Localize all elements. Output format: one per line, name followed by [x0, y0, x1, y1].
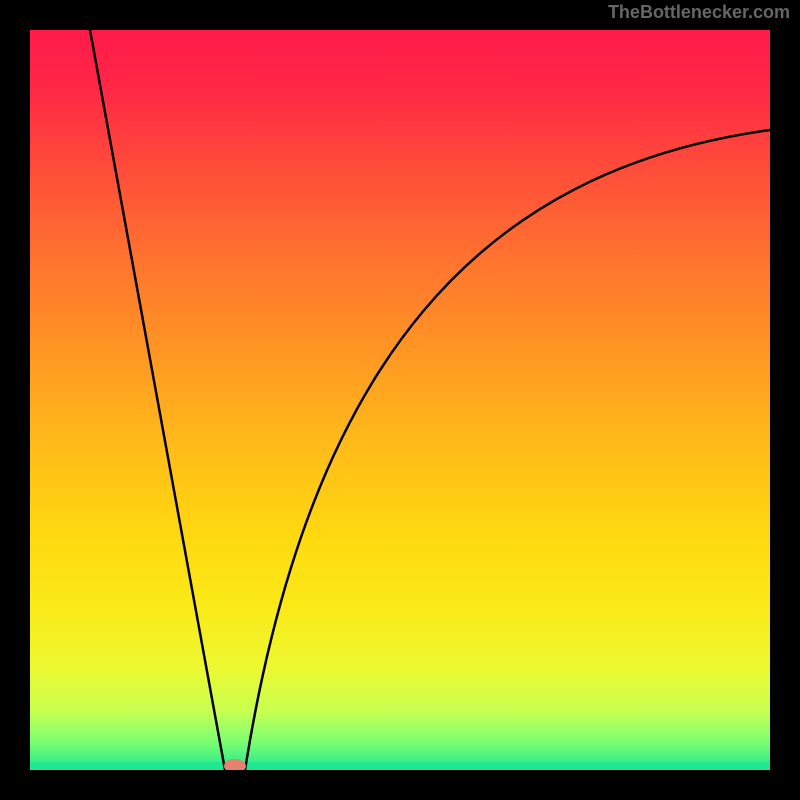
attribution-text: TheBottlenecker.com — [608, 2, 790, 23]
plot-area — [30, 30, 770, 770]
chart-container: TheBottlenecker.com — [0, 0, 800, 800]
bottom-green-band — [30, 762, 770, 770]
chart-svg — [30, 30, 770, 770]
gradient-background — [30, 30, 770, 770]
